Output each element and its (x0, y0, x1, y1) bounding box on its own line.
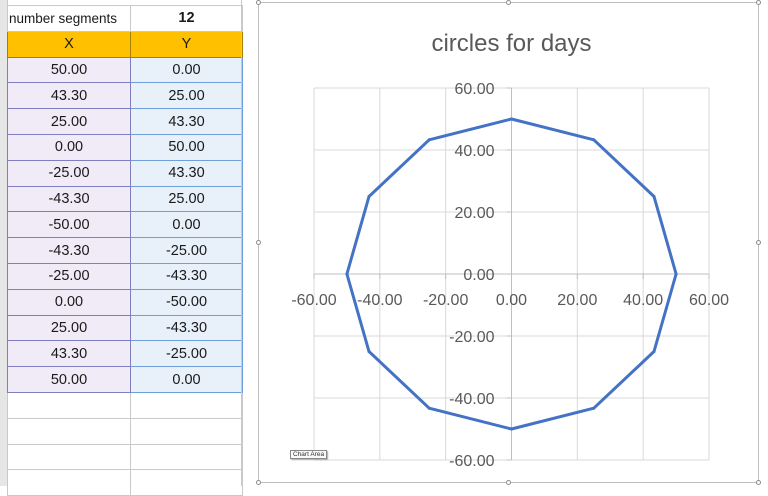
x-value-cell[interactable]: -43.30 (7, 185, 131, 213)
y-tick-label: 60.00 (454, 81, 494, 98)
data-point (510, 117, 513, 121)
x-tick-label: -20.00 (423, 292, 468, 309)
data-row: 0.00 -50.00 (7, 288, 243, 316)
empty-row (7, 391, 243, 419)
data-row: 43.30 25.00 (7, 82, 243, 110)
empty-cell[interactable] (7, 417, 131, 445)
data-row: -25.00 -43.30 (7, 262, 243, 290)
data-point (427, 138, 431, 142)
x-value-cell[interactable]: 43.30 (7, 82, 131, 110)
x-value-cell[interactable]: 25.00 (7, 314, 131, 342)
y-tick-label: 20.00 (454, 205, 494, 222)
y-tick-label: -20.00 (449, 329, 494, 346)
data-point (674, 272, 678, 276)
chart-area-tooltip: Chart Area (290, 450, 328, 459)
x-tick-label: 60.00 (689, 292, 729, 309)
chart-area[interactable]: circles for days -60.00 -40.00 -20.00 0.00 20… (258, 2, 759, 483)
data-row: 0.00 50.00 (7, 133, 243, 161)
resize-handle-middle-left[interactable] (256, 240, 261, 245)
resize-handle-top-left[interactable] (256, 0, 261, 5)
y-value-cell[interactable]: -25.00 (130, 237, 243, 264)
x-value-cell[interactable]: 50.00 (7, 56, 131, 84)
empty-cell[interactable] (7, 443, 131, 471)
empty-cell[interactable] (7, 469, 131, 496)
y-value-cell[interactable]: -43.30 (130, 262, 243, 290)
column-divider (241, 0, 242, 486)
data-point (652, 195, 656, 198)
x-value-cell[interactable]: 0.00 (7, 133, 131, 161)
data-row: 50.00 0.00 (7, 366, 243, 393)
x-value-cell[interactable]: -25.00 (7, 262, 131, 290)
empty-cell[interactable] (130, 391, 243, 419)
empty-row (7, 443, 243, 471)
x-tick-label: 0.00 (496, 292, 527, 309)
data-point (592, 138, 596, 142)
header-row: X Y (7, 30, 243, 58)
x-value-cell[interactable]: 0.00 (7, 288, 131, 316)
x-tick-label: -40.00 (357, 292, 402, 309)
y-value-cell[interactable]: 50.00 (130, 133, 243, 161)
x-value-cell[interactable]: 43.30 (7, 340, 131, 368)
y-tick-label: 0.00 (463, 267, 494, 284)
resize-handle-bottom-right[interactable] (756, 480, 761, 485)
data-point (367, 350, 371, 353)
data-row: -25.00 43.30 (7, 159, 243, 187)
resize-handle-top-right[interactable] (756, 0, 761, 5)
x-value-cell[interactable]: -50.00 (7, 211, 131, 239)
segments-value-cell[interactable]: 12 (130, 5, 243, 32)
x-header-cell[interactable]: X (7, 30, 131, 58)
y-value-cell[interactable]: 43.30 (130, 159, 243, 187)
y-tick-label: -40.00 (449, 391, 494, 408)
spreadsheet-area: number segments 12 X Y 50.00 0.00 43.30 25.… (0, 0, 250, 496)
data-table: number segments 12 X Y 50.00 0.00 43.30 25.… (7, 5, 243, 496)
data-point (510, 427, 513, 431)
segments-row: number segments 12 (7, 5, 243, 32)
y-value-cell[interactable]: 0.00 (130, 366, 243, 393)
data-point (367, 195, 371, 198)
y-value-cell[interactable]: 25.00 (130, 82, 243, 110)
y-value-cell[interactable]: 0.00 (130, 211, 243, 239)
data-row: -50.00 0.00 (7, 211, 243, 239)
y-value-cell[interactable]: -43.30 (130, 314, 243, 342)
chart-title: circles for days (431, 30, 591, 57)
x-tick-label: 40.00 (623, 292, 663, 309)
y-tick-label: 40.00 (454, 143, 494, 160)
empty-cell[interactable] (7, 391, 131, 419)
segments-label-cell[interactable]: number segments (7, 5, 131, 32)
data-row: 25.00 43.30 (7, 108, 243, 135)
data-point (345, 272, 349, 276)
resize-handle-top-middle[interactable] (506, 0, 511, 5)
y-value-cell[interactable]: -50.00 (130, 288, 243, 316)
x-tick-label: -60.00 (291, 292, 336, 309)
resize-handle-middle-right[interactable] (756, 240, 761, 245)
resize-handle-bottom-middle[interactable] (506, 480, 511, 485)
empty-cell[interactable] (130, 417, 243, 445)
empty-cell[interactable] (130, 469, 243, 496)
y-tick-label: -60.00 (449, 453, 494, 470)
data-point (592, 406, 596, 410)
data-row: 43.30 -25.00 (7, 340, 243, 368)
data-row: -43.30 25.00 (7, 185, 243, 213)
x-value-cell[interactable]: -43.30 (7, 237, 131, 264)
empty-row (7, 469, 243, 496)
y-value-cell[interactable]: 43.30 (130, 108, 243, 135)
x-tick-label: 20.00 (557, 292, 597, 309)
x-value-cell[interactable]: 25.00 (7, 108, 131, 135)
resize-handle-bottom-left[interactable] (256, 480, 261, 485)
y-value-cell[interactable]: -25.00 (130, 340, 243, 368)
y-value-cell[interactable]: 0.00 (130, 56, 243, 84)
y-header-cell[interactable]: Y (130, 30, 243, 58)
x-value-cell[interactable]: 50.00 (7, 366, 131, 393)
data-row: 50.00 0.00 (7, 56, 243, 84)
x-value-cell[interactable]: -25.00 (7, 159, 131, 187)
scatter-chart: circles for days -60.00 -40.00 -20.00 0.00 20… (291, 30, 729, 470)
y-value-cell[interactable]: 25.00 (130, 185, 243, 213)
empty-row (7, 417, 243, 445)
data-point (652, 350, 656, 353)
data-row: -43.30 -25.00 (7, 237, 243, 264)
data-point (427, 406, 431, 410)
empty-cell[interactable] (130, 443, 243, 471)
data-row: 25.00 -43.30 (7, 314, 243, 342)
